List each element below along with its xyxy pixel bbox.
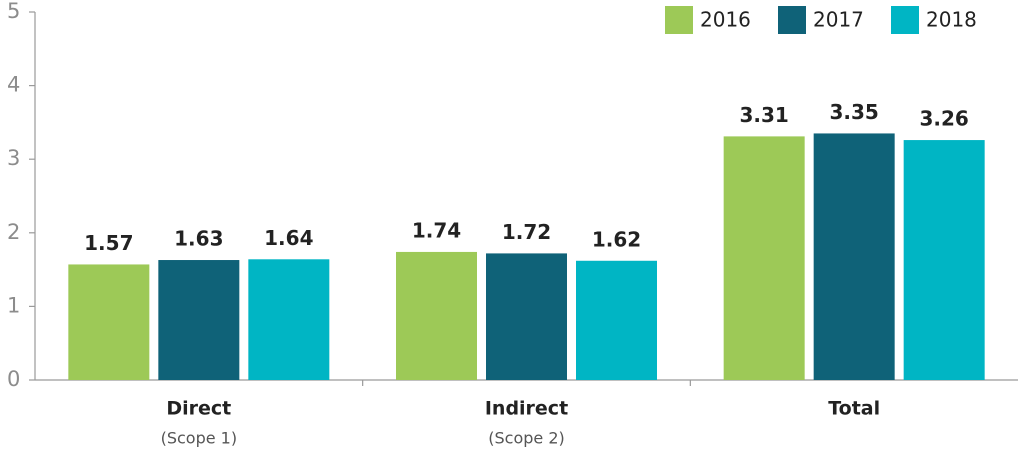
y-tick-label: 4	[7, 73, 20, 97]
bar	[248, 259, 330, 380]
bar	[396, 251, 477, 380]
value-label: 3.26	[919, 107, 968, 131]
bar	[903, 140, 985, 380]
y-tick-label: 5	[7, 0, 20, 23]
legend-swatch	[665, 6, 693, 34]
value-label: 3.31	[739, 103, 788, 127]
value-label: 1.62	[592, 227, 641, 251]
x-tick-label: Indirect	[485, 398, 568, 420]
value-label: 1.64	[264, 226, 313, 250]
bar	[158, 260, 240, 380]
value-label: 1.63	[174, 227, 223, 251]
x-tick-label: Direct	[166, 398, 231, 420]
x-tick-note: (Scope 2)	[488, 429, 565, 448]
legend-label: 2017	[813, 8, 864, 32]
legend-label: 2016	[700, 8, 751, 32]
bar	[576, 260, 657, 380]
value-label: 1.74	[412, 218, 461, 242]
value-label: 1.57	[84, 231, 133, 255]
x-tick-note: (Scope 1)	[161, 429, 238, 448]
x-tick-label: Total	[828, 398, 880, 420]
bar	[486, 253, 567, 380]
legend-label: 2018	[926, 8, 977, 32]
y-tick-label: 3	[7, 146, 20, 170]
bar	[723, 136, 805, 380]
value-label: 3.35	[829, 100, 878, 124]
legend-swatch	[891, 6, 919, 34]
value-label: 1.72	[502, 220, 551, 244]
y-tick-label: 0	[7, 367, 20, 391]
bar	[813, 133, 895, 380]
y-tick-label: 1	[7, 293, 20, 317]
bar	[68, 264, 150, 380]
legend-swatch	[778, 6, 806, 34]
y-tick-label: 2	[7, 220, 20, 244]
